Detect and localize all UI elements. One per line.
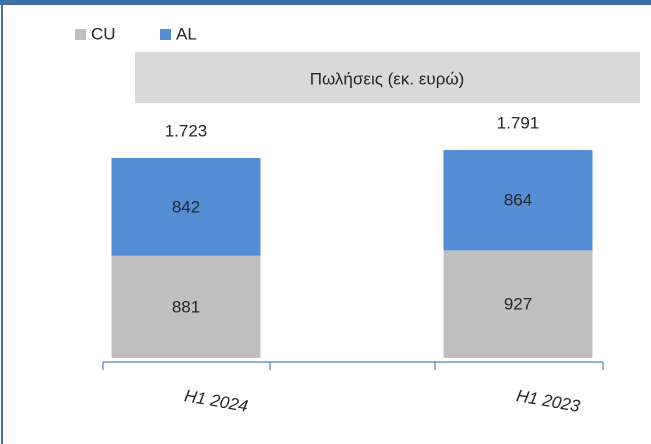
bar-segment	[443, 150, 593, 251]
legend-swatch	[75, 29, 86, 40]
top-border	[0, 0, 651, 5]
legend-label: AL	[176, 24, 197, 43]
total-label: 1.791	[497, 113, 540, 132]
bar-segment	[111, 255, 261, 358]
axis-ticks	[102, 362, 604, 370]
bar-segment	[443, 250, 593, 358]
title-box	[135, 52, 640, 103]
data-label: 881	[172, 297, 200, 316]
bar-segment	[111, 157, 261, 256]
left-border	[1, 0, 3, 444]
data-label: 864	[504, 191, 532, 210]
data-label: 927	[504, 295, 532, 314]
total-label: 1.723	[165, 121, 208, 140]
data-label: 842	[172, 197, 200, 216]
chart-title: Πωλήσεις (εκ. ευρώ)	[310, 69, 465, 88]
legend-label: CU	[91, 24, 116, 43]
legend-swatch	[160, 29, 171, 40]
